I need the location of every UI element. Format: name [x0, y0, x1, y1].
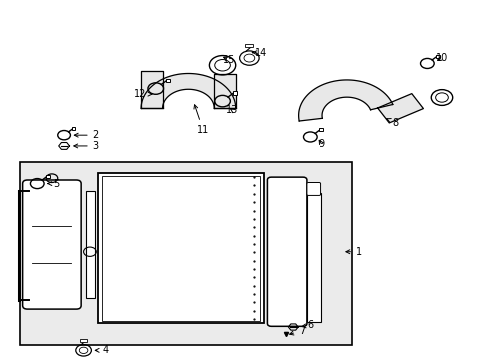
Text: 1: 1 [345, 247, 362, 257]
Text: 6: 6 [301, 320, 313, 330]
Bar [245, 44, 253, 47]
Bar [102, 176, 260, 320]
Bar [20, 162, 351, 345]
Text: 11: 11 [194, 105, 209, 135]
Text: 10: 10 [435, 53, 447, 63]
Text: 9: 9 [318, 139, 324, 149]
Text: 14: 14 [252, 48, 267, 58]
Text: 13: 13 [226, 105, 238, 115]
Text: 3: 3 [74, 141, 99, 151]
FancyBboxPatch shape [267, 177, 306, 326]
Text: 5: 5 [48, 179, 60, 189]
Bar [319, 129, 322, 131]
Bar [98, 173, 264, 323]
Polygon shape [141, 73, 235, 108]
Bar [72, 127, 75, 130]
Polygon shape [377, 94, 423, 123]
Text: 2: 2 [74, 130, 99, 140]
Bar [86, 191, 95, 298]
Bar [435, 55, 439, 58]
Polygon shape [298, 80, 392, 121]
Polygon shape [141, 71, 162, 108]
Text: 12: 12 [133, 89, 152, 99]
Bar [232, 91, 236, 95]
Bar [306, 193, 320, 321]
Polygon shape [214, 74, 235, 108]
Text: 7: 7 [289, 325, 305, 336]
Text: 15: 15 [222, 55, 235, 65]
Bar [46, 175, 49, 178]
FancyBboxPatch shape [306, 183, 320, 195]
Bar [165, 79, 169, 82]
Text: 8: 8 [386, 118, 398, 128]
Bar [81, 339, 86, 342]
Text: 4: 4 [95, 345, 108, 355]
FancyBboxPatch shape [22, 180, 81, 309]
